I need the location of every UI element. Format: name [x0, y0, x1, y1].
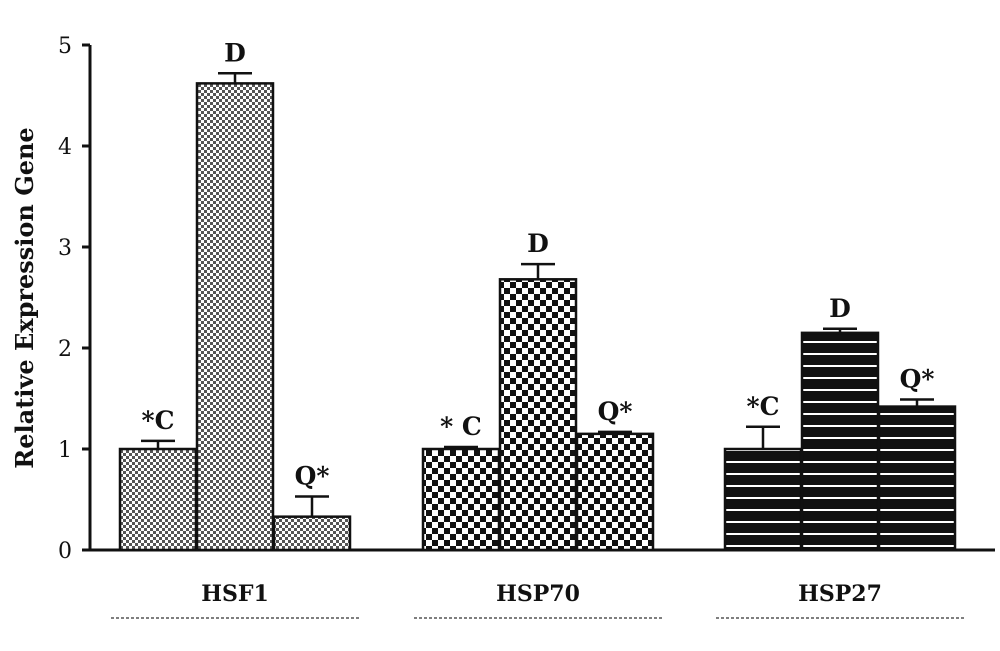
significance-label: D	[527, 229, 549, 258]
x-category-label: HSP70	[496, 581, 580, 607]
y-axis-ticks: 0 1 2 3 4 5	[58, 34, 90, 564]
y-tick-label: 3	[58, 236, 72, 261]
bar-hsf1-1	[118, 447, 198, 552]
y-tick-label: 0	[58, 539, 72, 564]
bars-group: *C D Q* * C D Q* *C D Q*	[118, 38, 957, 552]
y-axis-label: Relative Expression Gene	[10, 127, 39, 468]
y-tick-label: 4	[58, 135, 72, 160]
bar-hsp70-2	[498, 278, 578, 552]
y-tick-label: 5	[58, 34, 72, 59]
bar-hsf1-3	[272, 515, 352, 552]
bar-hsp70-1	[421, 447, 501, 552]
bar-hsp27-1	[723, 447, 803, 552]
significance-label: * C	[440, 412, 482, 441]
x-category-label: HSP27	[798, 581, 882, 607]
significance-label: Q*	[900, 365, 935, 394]
group-labels: HSF1 HSP70 HSP27	[111, 581, 964, 619]
bar-hsp70-3	[575, 432, 655, 552]
bar-hsf1-2	[195, 82, 275, 552]
significance-label: Q*	[598, 397, 633, 426]
y-tick-label: 2	[58, 337, 72, 362]
significance-label: Q*	[295, 461, 330, 490]
y-tick-label: 1	[58, 438, 72, 463]
significance-label: *C	[747, 392, 780, 421]
x-category-label: HSF1	[201, 581, 269, 607]
significance-label: D	[224, 38, 246, 67]
bar-hsp27-3	[877, 405, 957, 552]
significance-label: *C	[142, 406, 175, 435]
significance-label: D	[829, 294, 851, 323]
bar-hsp27-2	[800, 331, 880, 552]
